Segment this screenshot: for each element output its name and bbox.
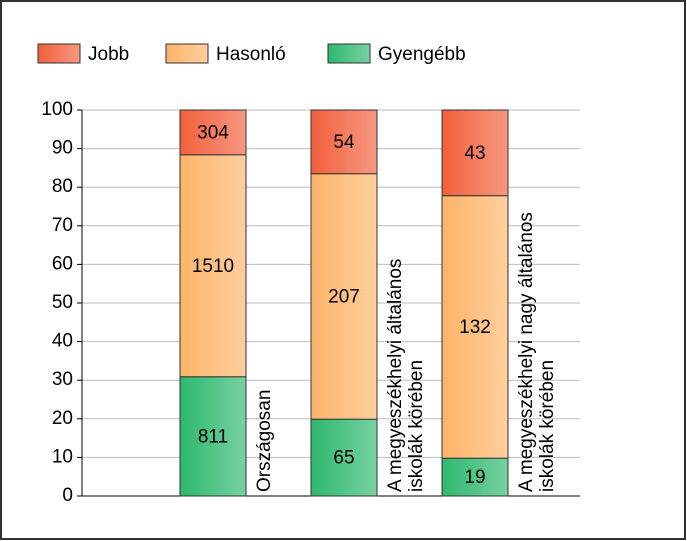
legend-label: Hasonló [216,44,286,65]
bar-shine [180,377,246,496]
y-tick-label: 20 [52,408,73,429]
y-tick-label: 10 [52,446,73,467]
bar-shine [180,110,246,155]
legend-label: Gyengébb [378,44,466,65]
y-tick-label: 50 [52,292,73,313]
data-label: 54 [333,132,355,153]
y-tick-label: 90 [52,138,73,159]
data-label: 43 [464,143,485,164]
data-label: 132 [459,317,491,338]
legend-shine [328,44,370,63]
legend-shine [166,44,208,63]
bar-shine [311,110,377,174]
x-tick-label: Országosan [254,389,275,492]
y-tick-label: 80 [52,176,73,197]
legend-label: Jobb [88,44,129,65]
bar-shine [311,419,377,496]
x-tick-label: A megyeszékhelyi általános iskolák köréb… [385,258,427,492]
data-label: 19 [464,467,485,488]
data-label: 65 [333,448,354,469]
bar-shine [442,110,508,196]
data-label: 207 [328,286,360,307]
bar-shine [442,458,508,496]
bar-shine [311,174,377,419]
y-tick-label: 0 [62,485,73,506]
data-label: 304 [197,122,229,143]
legend-shine [38,44,80,63]
bar-shine [442,196,508,458]
y-tick-label: 100 [41,99,73,120]
x-tick-label: A megyeszékhelyi nagy általános iskolák … [516,212,558,492]
data-label: 1510 [192,256,234,277]
y-tick-label: 40 [52,331,73,352]
data-label: 811 [198,426,228,447]
y-tick-label: 60 [52,253,73,274]
y-tick-label: 70 [52,215,73,236]
y-tick-label: 30 [52,369,73,390]
bar-shine [180,155,246,377]
